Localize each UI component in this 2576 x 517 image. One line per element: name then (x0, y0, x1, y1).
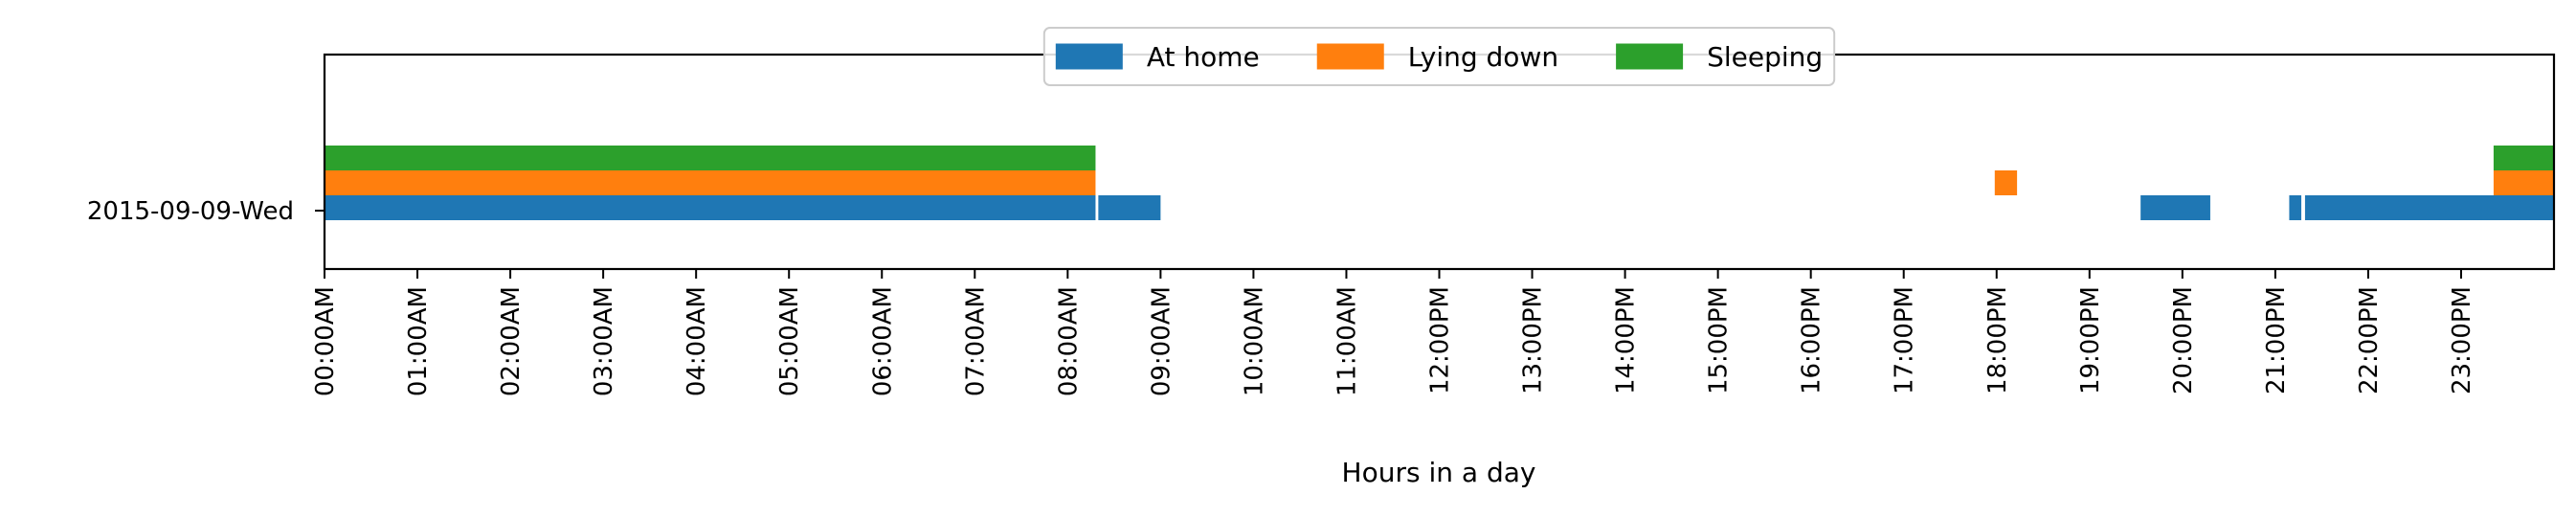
x-tick-label: 20:00PM (2169, 286, 2198, 394)
x-tick-label: 14:00PM (1612, 286, 1641, 394)
legend-swatch (1055, 43, 1123, 70)
bar-segment (2493, 170, 2554, 195)
x-tick-label: 22:00PM (2355, 286, 2384, 394)
legend-swatch (1316, 43, 1384, 70)
legend-swatch (1616, 43, 1684, 70)
x-axis-ticks: 00:00AM 01:00AM 02:00AM 03:00AM 04:00AM 05:00… (311, 269, 2476, 396)
x-tick-label: 02:00AM (497, 286, 526, 396)
x-tick-label: 00:00AM (311, 286, 340, 396)
bar-segment (325, 170, 1096, 195)
x-tick-label: 15:00PM (1705, 286, 1734, 394)
x-tick-label: 09:00AM (1147, 286, 1176, 396)
bar-segment (1994, 170, 2018, 195)
x-tick-label: 11:00AM (1333, 286, 1361, 396)
x-tick-label: 07:00AM (961, 286, 990, 396)
x-axis-title: Hours in a day (1342, 457, 1536, 488)
bar-segment (325, 195, 1096, 220)
x-tick-label: 06:00AM (868, 286, 897, 396)
x-tick-label: 23:00PM (2448, 286, 2476, 394)
bar-segment (2304, 195, 2554, 220)
x-tick-label: 03:00AM (590, 286, 618, 396)
x-tick-label: 18:00PM (1983, 286, 2012, 394)
bar-segment (2289, 195, 2302, 220)
bar-segment (2493, 146, 2554, 170)
legend: At home Lying down Sleeping (1042, 27, 1836, 86)
x-tick-label: 17:00PM (1891, 286, 1919, 394)
bar-segment (2140, 195, 2210, 220)
x-tick-label: 05:00AM (775, 286, 804, 396)
legend-label: Sleeping (1707, 41, 1823, 73)
bar-segment (1098, 195, 1161, 220)
legend-box (1042, 27, 1836, 86)
activity-bars (325, 146, 2554, 220)
x-tick-label: 21:00PM (2262, 286, 2291, 394)
x-tick-label: 04:00AM (683, 286, 711, 396)
legend-label: Lying down (1408, 41, 1558, 73)
x-tick-label: 01:00AM (404, 286, 433, 396)
x-tick-label: 16:00PM (1798, 286, 1826, 394)
x-tick-label: 10:00AM (1240, 286, 1268, 396)
x-tick-label: 08:00AM (1054, 286, 1083, 396)
row-label: 2015-09-09-Wed (87, 197, 294, 226)
x-tick-label: 13:00PM (1519, 286, 1548, 394)
x-tick-label: 12:00PM (1426, 286, 1455, 394)
legend-label: At home (1147, 41, 1260, 73)
y-axis: 2015-09-09-Wed (87, 197, 325, 226)
bar-segment (325, 146, 1096, 170)
x-tick-label: 19:00PM (2076, 286, 2105, 394)
